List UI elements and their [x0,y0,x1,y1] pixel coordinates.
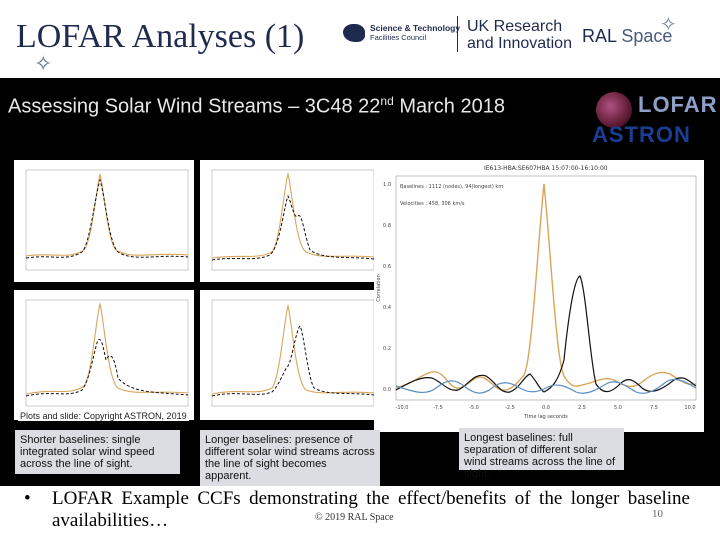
x-tick-5: 0.0 [542,405,550,411]
page-number: 10 [652,508,663,520]
y-axis-label: Correlation [376,274,382,302]
x-tick-7: 5.0 [614,405,622,411]
astron-wordmark: ASTRON [592,122,691,147]
lofar-astron-logo: LOFAR ASTRON [592,88,718,150]
caption-longer-baselines: Longer baselines: presence of different … [200,430,380,486]
large-plot-title: IE613-HBA:SE607HBA 15:07:00-16:10:00 [484,165,608,172]
bullet-point: • LOFAR Example CCFs demonstrating the e… [24,488,690,532]
x-tick-3: -5.0 [469,405,479,411]
ral-space-logo: RAL Space [582,26,672,47]
ccf-plot-2 [200,160,380,282]
y-tick-0.2: 0.2 [383,346,391,352]
ukri-logo: UK Research and Innovation [467,18,572,52]
slide-title: LOFAR Analyses (1) [16,18,305,55]
ral-word: RAL [582,26,617,46]
stfc-emblem-icon [343,24,365,42]
y-tick-0.0: 0.0 [383,387,391,393]
star-decoration-icon: ✧ [34,52,53,77]
x-tick-6: 2.5 [578,405,586,411]
x-tick-1: -10.0 [396,405,409,411]
caption-longest-baselines: Longest baselines: full separation of di… [459,428,624,480]
ukri-line2: and Innovation [467,35,572,52]
figure-panel: Assessing Solar Wind Streams – 3C48 22nd… [0,78,720,486]
ccf-plot-3 [14,290,194,420]
y-tick-0.6: 0.6 [383,264,391,270]
space-word: Space [621,26,673,46]
x-tick-8: 7.5 [650,405,658,411]
y-tick-0.8: 0.8 [383,223,391,229]
caption-shorter-baselines: Shorter baselines: single integrated sol… [15,430,180,474]
lofar-wordmark: LOFAR [638,92,718,117]
x-tick-9: 10.0 [684,405,695,411]
x-axis-label: Time lag seconds [523,414,568,420]
y-tick-0.4: 0.4 [383,305,391,311]
stfc-logo: Science & Technology Facilities Council [343,24,460,42]
ccf-plot-4 [200,290,380,420]
ukri-line1: UK Research [467,18,563,35]
bullet-icon: • [24,488,31,509]
ccf-plot-1 [14,160,194,282]
stfc-line1: Science & Technology [370,23,461,33]
stfc-line2: Facilities Council [370,33,427,42]
bullet-text: LOFAR Example CCFs demonstrating the eff… [52,488,690,531]
copyright-credit: Plots and slide: Copyright ASTRON, 2019 [18,411,189,421]
ral-star-icon: ✧ [660,12,677,36]
logo-divider [457,16,458,52]
x-tick-2: -7.5 [433,405,443,411]
large-plot-baselines: Baselines : 1112 (nodes), 94(longest) km [400,184,503,190]
y-tick-1.0: 1.0 [383,182,391,188]
ccf-plot-longest-baseline: IE613-HBA:SE607HBA 15:07:00-16:10:00 Bas… [374,160,704,432]
large-plot-velocities: Velocities : 458, 306 km/s [400,201,465,207]
panel-title: Assessing Solar Wind Streams – 3C48 22nd… [8,94,505,118]
x-tick-4: -2.5 [505,405,515,411]
lofar-emblem-icon [596,92,632,128]
footer-copyright: © 2019 RAL Space [315,512,394,523]
